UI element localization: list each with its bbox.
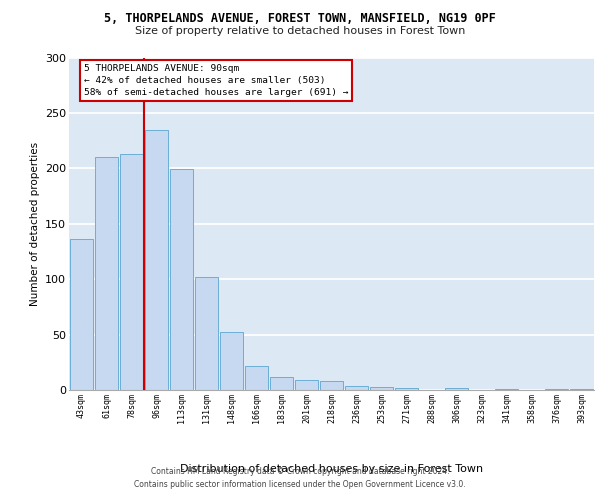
Bar — [95, 157, 118, 390]
Y-axis label: Number of detached properties: Number of detached properties — [29, 142, 40, 306]
Bar — [495, 389, 518, 390]
Text: Size of property relative to detached houses in Forest Town: Size of property relative to detached ho… — [135, 26, 465, 36]
Bar — [395, 388, 418, 390]
Bar — [370, 386, 393, 390]
Bar — [145, 130, 168, 390]
Bar — [170, 170, 193, 390]
Text: 5, THORPELANDS AVENUE, FOREST TOWN, MANSFIELD, NG19 0PF: 5, THORPELANDS AVENUE, FOREST TOWN, MANS… — [104, 12, 496, 24]
Bar — [345, 386, 368, 390]
Bar — [195, 277, 218, 390]
Bar — [270, 376, 293, 390]
Bar — [120, 154, 143, 390]
Bar — [545, 389, 568, 390]
Text: 5 THORPELANDS AVENUE: 90sqm
← 42% of detached houses are smaller (503)
58% of se: 5 THORPELANDS AVENUE: 90sqm ← 42% of det… — [83, 64, 348, 97]
Bar — [220, 332, 243, 390]
Bar — [320, 381, 343, 390]
Bar — [70, 240, 93, 390]
Bar — [445, 388, 468, 390]
Bar — [295, 380, 318, 390]
X-axis label: Distribution of detached houses by size in Forest Town: Distribution of detached houses by size … — [180, 464, 483, 474]
Bar — [245, 366, 268, 390]
Text: Contains HM Land Registry data © Crown copyright and database right 2024.
Contai: Contains HM Land Registry data © Crown c… — [134, 468, 466, 489]
Bar — [570, 389, 593, 390]
